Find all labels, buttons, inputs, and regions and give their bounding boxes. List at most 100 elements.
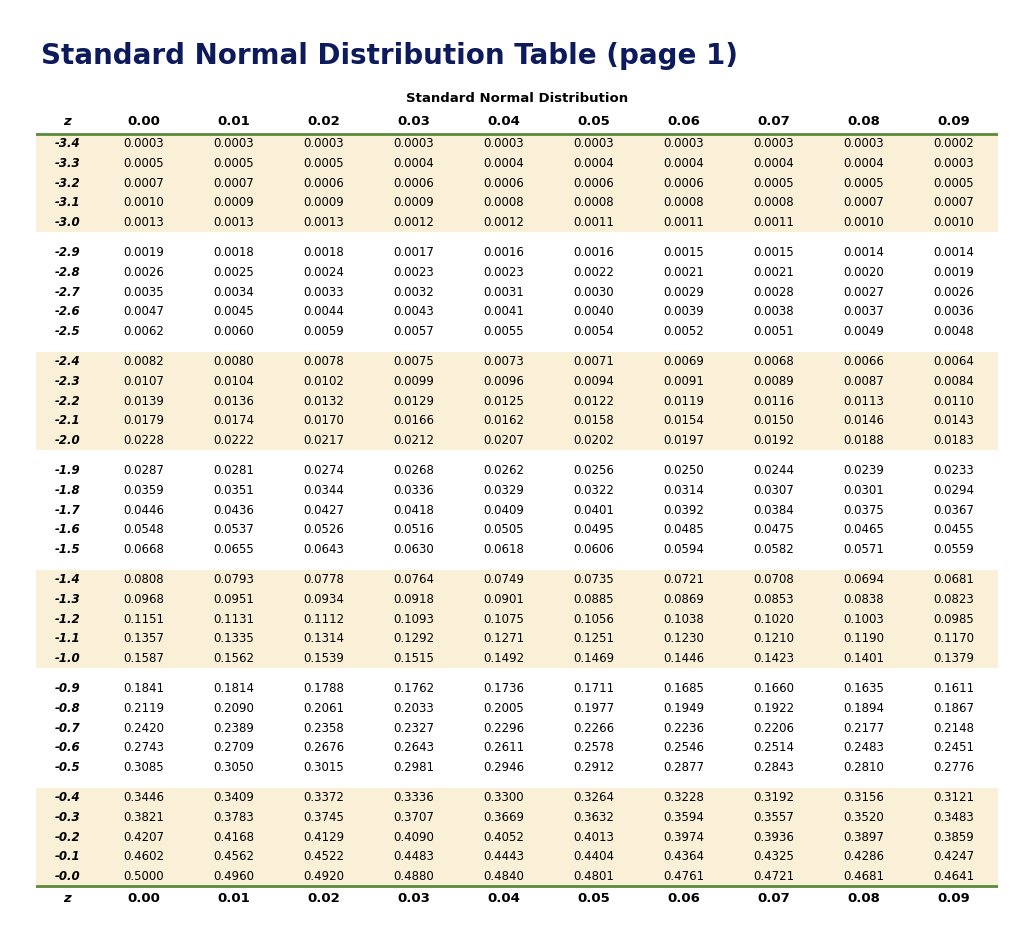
Text: -2.3: -2.3 (54, 375, 80, 388)
Text: -1.6: -1.6 (54, 524, 80, 536)
Text: 0.0885: 0.0885 (573, 593, 614, 606)
Text: 0.0026: 0.0026 (933, 285, 974, 298)
Text: -2.1: -2.1 (54, 414, 80, 427)
Text: Standard Normal Distribution Table (page 1): Standard Normal Distribution Table (page… (41, 42, 738, 70)
Bar (36, 886, 998, 912)
Text: 0.0548: 0.0548 (124, 524, 164, 536)
Text: 0.4325: 0.4325 (753, 850, 794, 863)
Text: 0.0010: 0.0010 (843, 216, 884, 229)
Text: 0.0011: 0.0011 (573, 216, 614, 229)
Text: -1.0: -1.0 (54, 652, 80, 665)
Text: 0.1867: 0.1867 (933, 702, 974, 715)
Text: 0.3483: 0.3483 (933, 811, 974, 824)
Text: 0.4880: 0.4880 (393, 870, 434, 883)
Text: -1.4: -1.4 (54, 573, 80, 586)
Text: 0.0013: 0.0013 (213, 216, 254, 229)
Text: 0.1711: 0.1711 (573, 683, 614, 696)
Text: 0.0655: 0.0655 (213, 543, 254, 555)
Text: 0.0011: 0.0011 (753, 216, 794, 229)
Text: 0.4920: 0.4920 (303, 870, 344, 883)
Text: 0.0021: 0.0021 (753, 266, 794, 279)
Text: 0.0037: 0.0037 (843, 305, 884, 318)
Text: 0.0023: 0.0023 (393, 266, 434, 279)
Text: 0.3974: 0.3974 (664, 830, 705, 843)
Text: 0.1075: 0.1075 (483, 612, 524, 626)
Text: 0.0143: 0.0143 (933, 414, 974, 427)
Bar (36, 679, 998, 777)
Text: 0.00: 0.00 (127, 115, 160, 128)
Text: 0.0281: 0.0281 (213, 465, 254, 477)
Text: -0.8: -0.8 (54, 702, 80, 715)
Text: 0.0033: 0.0033 (303, 285, 344, 298)
Text: z: z (63, 115, 72, 128)
Text: 0.2981: 0.2981 (393, 761, 434, 774)
Text: 0.2483: 0.2483 (843, 741, 884, 755)
Text: 0.0207: 0.0207 (483, 434, 524, 447)
Text: -2.8: -2.8 (54, 266, 80, 279)
Text: 0.1515: 0.1515 (393, 652, 434, 665)
Text: Standard Normal Distribution: Standard Normal Distribution (407, 93, 628, 105)
Text: 0.0436: 0.0436 (213, 504, 254, 516)
Text: 0.0668: 0.0668 (123, 543, 164, 555)
Text: 0.1230: 0.1230 (664, 632, 703, 645)
Text: 0.1492: 0.1492 (483, 652, 524, 665)
Text: -1.3: -1.3 (54, 593, 80, 606)
Text: 0.3264: 0.3264 (573, 791, 614, 804)
Text: 0.0838: 0.0838 (843, 593, 884, 606)
Bar (36, 559, 998, 570)
Text: 0.1056: 0.1056 (573, 612, 614, 626)
Text: 0.0721: 0.0721 (664, 573, 705, 586)
Text: 0.2676: 0.2676 (303, 741, 344, 755)
Text: 0.3632: 0.3632 (573, 811, 614, 824)
Text: 0.0139: 0.0139 (123, 395, 164, 408)
Text: 0.0004: 0.0004 (664, 157, 703, 170)
Text: 0.2946: 0.2946 (483, 761, 524, 774)
Text: 0.2033: 0.2033 (393, 702, 434, 715)
Text: 0.0041: 0.0041 (483, 305, 524, 318)
Text: 0.0003: 0.0003 (573, 137, 614, 151)
Text: 0.0007: 0.0007 (933, 196, 974, 209)
Text: 0.0064: 0.0064 (933, 355, 974, 368)
Text: 0.0162: 0.0162 (483, 414, 524, 427)
Text: 0.0217: 0.0217 (303, 434, 344, 447)
Text: 0.0287: 0.0287 (123, 465, 164, 477)
Text: 0.05: 0.05 (578, 892, 610, 905)
Text: 0.1977: 0.1977 (573, 702, 614, 715)
Text: 0.2420: 0.2420 (123, 722, 164, 735)
Text: 0.5000: 0.5000 (124, 870, 164, 883)
Text: -3.3: -3.3 (54, 157, 80, 170)
Text: -2.4: -2.4 (54, 355, 80, 368)
Text: 0.0104: 0.0104 (213, 375, 254, 388)
Text: 0.0049: 0.0049 (843, 324, 884, 338)
Text: 0.2389: 0.2389 (213, 722, 254, 735)
Text: 0.3745: 0.3745 (303, 811, 344, 824)
Text: 0.4247: 0.4247 (933, 850, 974, 863)
Text: 0.0301: 0.0301 (843, 484, 884, 496)
Text: -1.1: -1.1 (54, 632, 80, 645)
Text: -0.0: -0.0 (54, 870, 80, 883)
Text: 0.1762: 0.1762 (393, 683, 434, 696)
Text: 0.0078: 0.0078 (303, 355, 344, 368)
Text: 0.0019: 0.0019 (933, 266, 974, 279)
Text: 0.0008: 0.0008 (573, 196, 614, 209)
Text: 0.0618: 0.0618 (483, 543, 524, 555)
Text: 0.3228: 0.3228 (664, 791, 703, 804)
Text: 0.1112: 0.1112 (303, 612, 344, 626)
Text: 0.4443: 0.4443 (483, 850, 524, 863)
Text: 0.0179: 0.0179 (123, 414, 164, 427)
Text: -0.9: -0.9 (54, 683, 80, 696)
Text: 0.0735: 0.0735 (573, 573, 614, 586)
Text: 0.1335: 0.1335 (213, 632, 254, 645)
Bar (36, 232, 998, 243)
Text: 0.0537: 0.0537 (213, 524, 254, 536)
Text: 0.0008: 0.0008 (754, 196, 794, 209)
Text: 0.3936: 0.3936 (753, 830, 794, 843)
Text: 0.0968: 0.0968 (123, 593, 164, 606)
Text: 0.0174: 0.0174 (213, 414, 254, 427)
Text: -3.0: -3.0 (54, 216, 80, 229)
Text: 0.0005: 0.0005 (124, 157, 164, 170)
Text: 0.0294: 0.0294 (933, 484, 974, 496)
Text: 0.0495: 0.0495 (573, 524, 614, 536)
Text: 0.0089: 0.0089 (753, 375, 794, 388)
Text: 0.1151: 0.1151 (123, 612, 164, 626)
